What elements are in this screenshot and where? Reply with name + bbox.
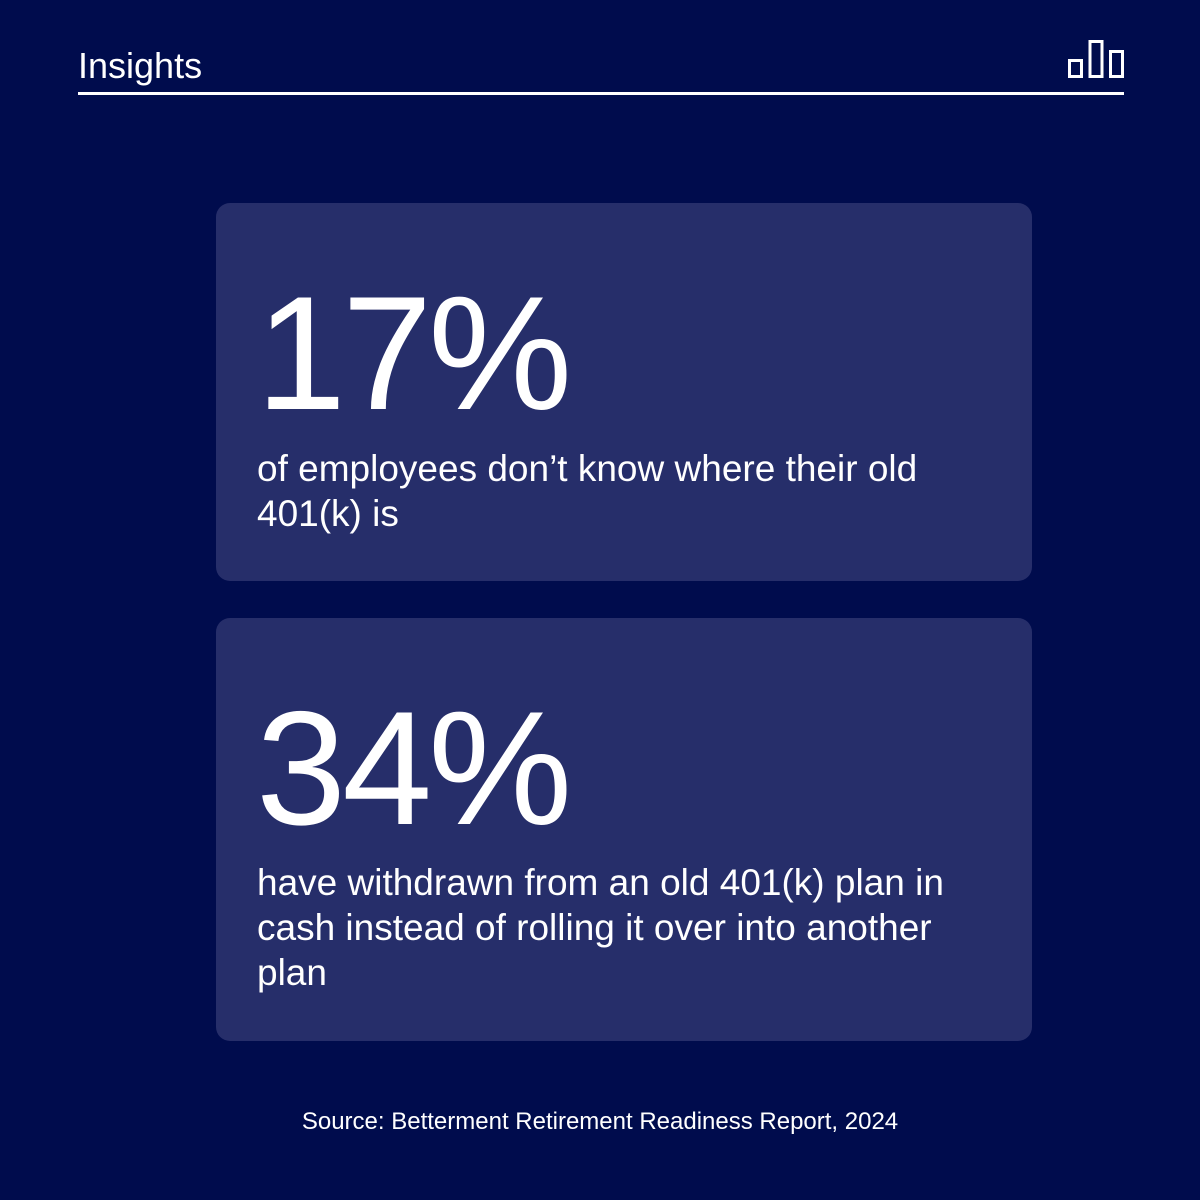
stat-card: 34% have withdrawn from an old 401(k) pl…: [216, 618, 1032, 1041]
stat-description: have withdrawn from an old 401(k) plan i…: [257, 862, 944, 993]
stat-value: 17%: [256, 263, 572, 444]
stat-value: 34%: [256, 678, 572, 859]
bar-chart-logo-icon: [1068, 40, 1124, 78]
stat-card: 17% of employees don’t know where their …: [216, 203, 1032, 581]
header: Insights: [78, 40, 1124, 96]
header-divider: [78, 92, 1124, 95]
stat-description: of employees don’t know where their old …: [257, 448, 918, 534]
page-title: Insights: [78, 45, 203, 86]
source-citation: Source: Betterment Retirement Readiness …: [301, 1108, 899, 1135]
